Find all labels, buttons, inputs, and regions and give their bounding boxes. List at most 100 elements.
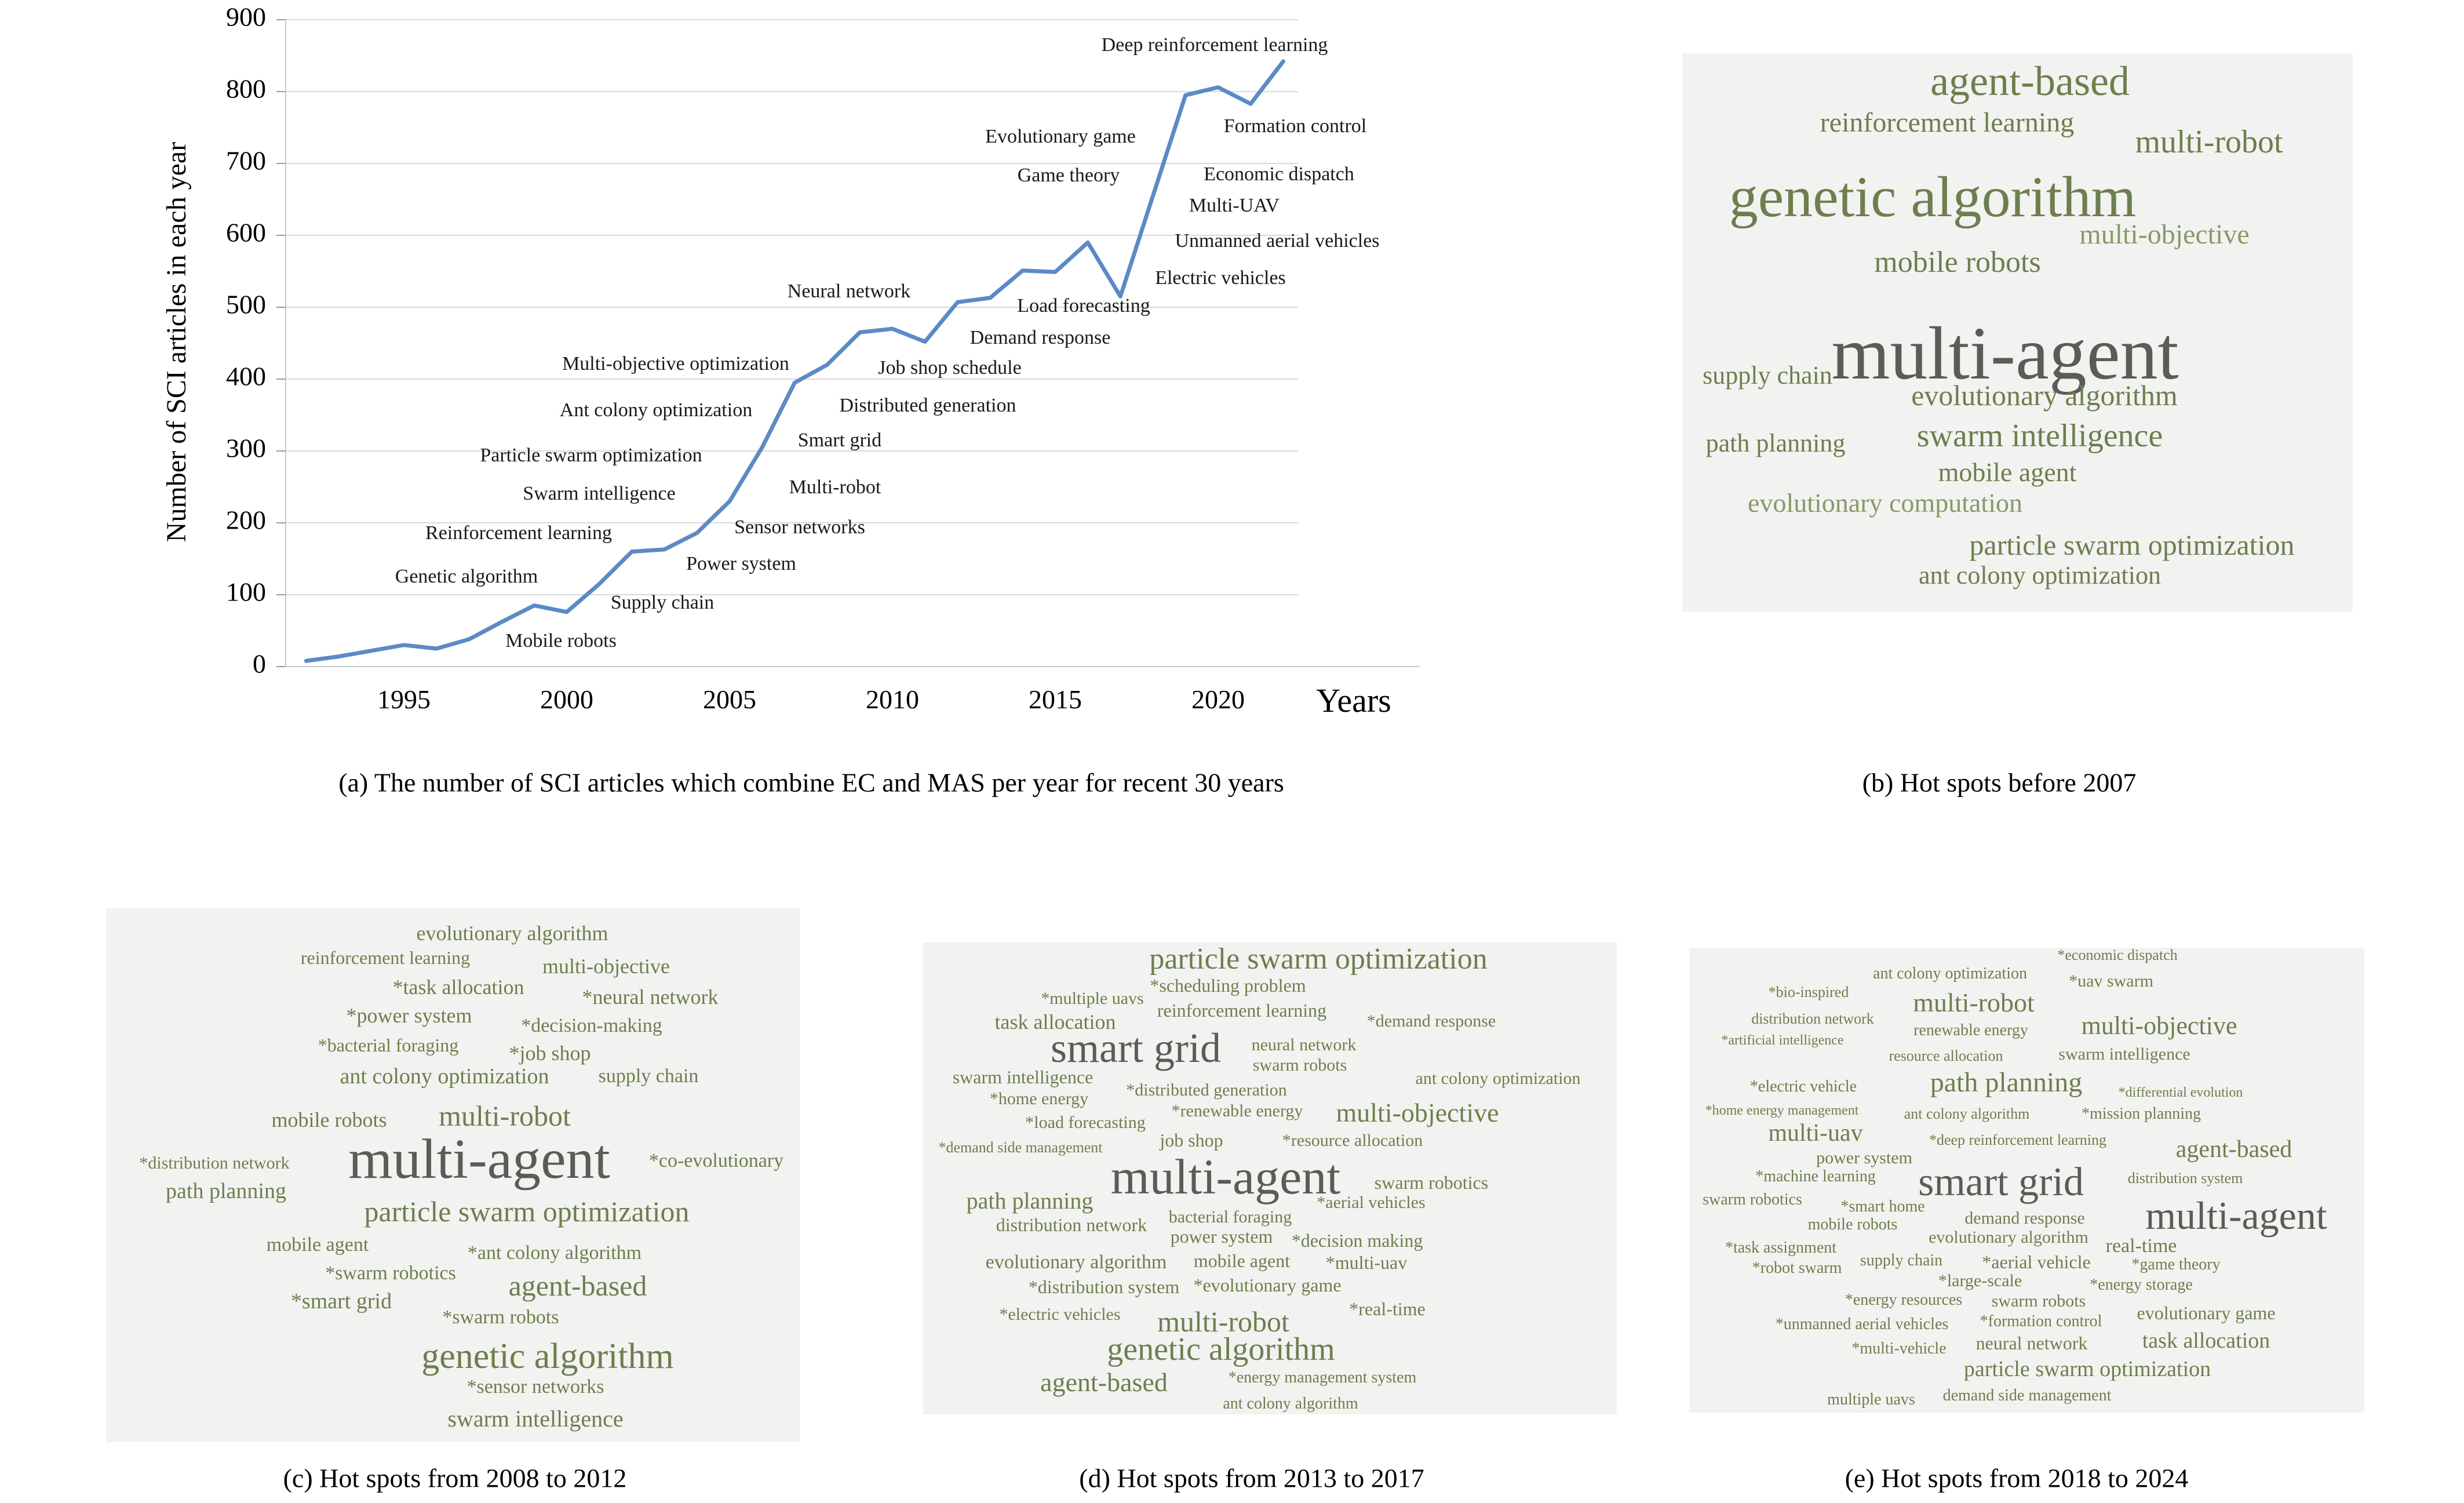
y-tick-label: 500 [226,290,266,319]
wordcloud-word: *ant colony algorithm [467,1242,642,1264]
wordcloud-word: path planning [966,1188,1094,1214]
wordcloud-word: mobile agent [1193,1250,1291,1271]
chart-annotation: Load forecasting [1017,295,1150,316]
wordcloud-word: mobile agent [266,1234,369,1255]
wordcloud-word: *economic dispatch [2057,947,2178,963]
wordcloud-word: *energy storage [2090,1276,2193,1294]
wordcloud-word: multi-objective [542,955,670,978]
wordcloud-word: evolutionary algorithm [1929,1228,2088,1247]
wordcloud-word: multi-agent [2145,1193,2327,1238]
wordcloud-word: *home energy management [1705,1103,1859,1118]
wordcloud-word: multiple uavs [1827,1391,1915,1409]
y-tick-label: 200 [226,505,266,535]
y-tick-label: 100 [226,577,266,607]
chart-annotation: Job shop schedule [878,357,1021,379]
wordcloud-word: *decision making [1291,1230,1423,1251]
y-axis-title: Number of SCI articles in each year [161,142,192,542]
wordcloud-word: reinforcement learning [1820,107,2075,138]
wordcloud-word: ant colony optimization [1873,965,2027,982]
chart-annotation: Demand response [970,327,1111,348]
wordcloud-word: multi-agent [1110,1149,1341,1204]
chart-annotation: Formation control [1224,115,1366,137]
chart-annotation: Multi-UAV [1189,195,1280,216]
chart-annotation: Evolutionary game [985,126,1136,147]
wordcloud-word: neural network [1251,1035,1357,1054]
wordcloud-word: swarm robotics [1374,1172,1489,1193]
caption-panel-d: (d) Hot spots from 2013 to 2017 [1079,1463,1424,1493]
chart-annotation: Particle swarm optimization [480,445,702,466]
wordcloud-word: ant colony optimization [340,1064,549,1089]
x-tick-label: 2015 [1029,685,1082,714]
y-tick-label: 300 [226,434,266,463]
wordcloud-word: *distributed generation [1126,1080,1287,1100]
wordcloud-word: *demand side management [938,1139,1103,1156]
wordcloud-word: evolutionary computation [1748,488,2022,518]
wordcloud-word: multi-agent [1831,312,2179,395]
wordcloud-word: agent-based [508,1269,647,1302]
wordcloud-panel-c [106,908,800,1442]
wordcloud-word: *energy resources [1845,1291,1963,1309]
wordcloud-word: swarm intelligence [952,1067,1094,1087]
wordcloud-word: particle swarm optimization [364,1195,690,1228]
wordcloud-word: mobile agent [1938,457,2077,487]
wordcloud-word: swarm intelligence [1916,418,2163,454]
wordcloud-word: *real-time [1349,1298,1426,1319]
wordcloud-word: *neural network [582,985,719,1009]
wordcloud-word: job shop [1160,1130,1223,1151]
wordcloud-word: *artificial intelligence [1721,1033,1844,1048]
wordcloud-word: *multi-vehicle [1851,1340,1947,1358]
chart-annotation: Unmanned aerial vehicles [1175,230,1379,252]
wordcloud-word: power system [1170,1226,1273,1247]
wordcloud-word: *smart grid [290,1289,392,1313]
wordcloud-word: path planning [1705,429,1846,457]
wordcloud-word: *sensor networks [466,1376,604,1398]
wordcloud-word: *multiple uavs [1041,989,1144,1008]
wordcloud-word: *aerial vehicle [1982,1251,2091,1272]
chart-annotation: Multi-robot [789,476,881,498]
x-tick-label: 2010 [866,685,919,714]
wordcloud-word: evolutionary algorithm [985,1251,1167,1273]
wordcloud-word: evolutionary game [2137,1302,2276,1323]
y-tick-label: 700 [226,146,266,176]
wordcloud-word: ant colony algorithm [1223,1395,1358,1413]
wordcloud-word: renewable energy [1913,1021,2028,1039]
y-tick-label: 900 [226,2,266,32]
wordcloud-word: supply chain [598,1065,699,1087]
wordcloud-word: *unmanned aerial vehicles [1775,1315,1949,1333]
chart-annotation: Sensor networks [734,516,865,538]
wordcloud-word: *game theory [2131,1255,2221,1273]
wordcloud-word: *machine learning [1755,1167,1876,1185]
wordcloud-word: particle swarm optimization [1149,942,1488,976]
wordcloud-word: *power system [346,1004,472,1027]
wordcloud-word: multi-robot [2135,124,2283,160]
wordcloud-word: *job shop [509,1042,591,1065]
wordcloud-word: *task allocation [392,976,524,999]
wordcloud-word: demand response [1964,1209,2085,1228]
wordcloud-word: *task assignment [1725,1239,1837,1257]
wordcloud-word: swarm robotics [1703,1191,1802,1209]
y-tick-label: 0 [253,649,266,679]
wordcloud-word: *home energy [989,1089,1089,1108]
wordcloud-word: *deep reinforcement learning [1929,1131,2107,1148]
wordcloud-word: distribution network [996,1214,1147,1235]
wordcloud-word: multi-objective [1336,1098,1499,1127]
wordcloud-word: *energy management system [1228,1369,1417,1386]
wordcloud-word: *decision-making [521,1015,662,1036]
wordcloud-word: multi-robot [1913,988,2035,1017]
chart-annotation: Distributed generation [840,395,1016,416]
wordcloud-word: swarm intelligence [447,1406,624,1432]
wordcloud-word: ant colony optimization [1919,561,2161,589]
wordcloud-word: *bacterial foraging [318,1035,459,1056]
line-series [304,59,1285,663]
wordcloud-word: path planning [166,1179,286,1203]
wordcloud-word: *distribution system [1028,1276,1180,1297]
wordcloud-word: reinforcement learning [300,947,471,968]
wordcloud-word: supply chain [1703,361,1832,390]
wordcloud-word: task allocation [994,1010,1116,1033]
wordcloud-word: neural network [1975,1333,2088,1353]
caption-panel-b: (b) Hot spots before 2007 [1862,767,2137,798]
wordcloud-word: *swarm robotics [325,1262,456,1284]
x-tick-label: 2000 [540,685,593,714]
caption-panel-a: (a) The number of SCI articles which com… [338,767,1284,798]
wordcloud-word: evolutionary algorithm [1911,379,2178,412]
